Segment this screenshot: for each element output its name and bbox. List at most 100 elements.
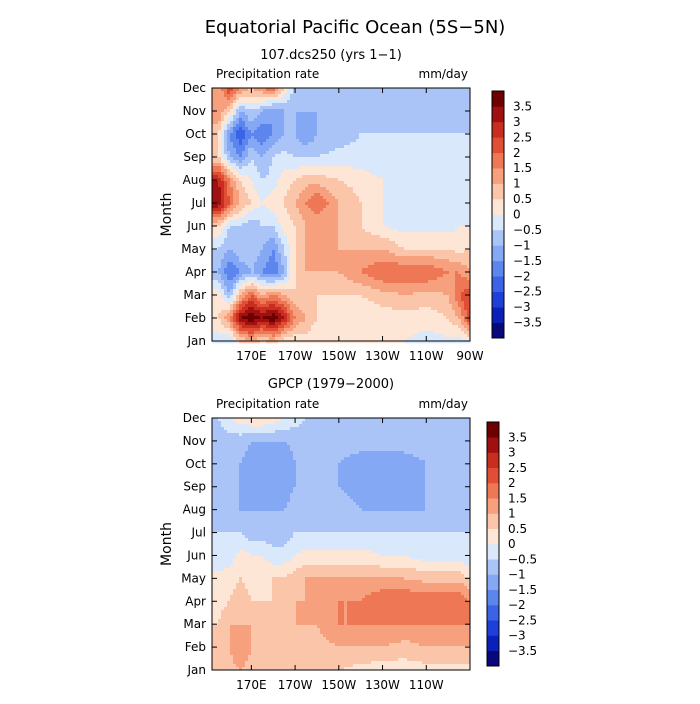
heatmap-cell	[302, 118, 306, 122]
heatmap-cell	[239, 130, 243, 134]
heatmap-cell	[365, 187, 369, 191]
heatmap-cell	[395, 244, 399, 248]
heatmap-cell	[398, 148, 402, 152]
heatmap-cell	[332, 130, 336, 134]
heatmap-cell	[425, 208, 429, 212]
heatmap-cell	[308, 175, 312, 179]
heatmap-cell	[392, 205, 396, 209]
heatmap-cell	[275, 124, 279, 128]
heatmap-cell	[437, 205, 441, 209]
heatmap-cell	[278, 106, 282, 110]
heatmap-cell	[305, 133, 309, 137]
heatmap-cell	[320, 226, 324, 230]
heatmap-cell	[356, 169, 360, 173]
heatmap-cell	[398, 235, 402, 239]
heatmap-cell	[368, 229, 372, 233]
heatmap-cell	[284, 106, 288, 110]
heatmap-cell	[212, 259, 216, 263]
heatmap-cell	[407, 217, 411, 221]
heatmap-cell	[266, 196, 270, 200]
heatmap-cell	[257, 139, 261, 143]
heatmap-cell	[428, 193, 432, 197]
heatmap-cell	[461, 223, 465, 227]
heatmap-cell	[371, 256, 375, 260]
heatmap-cell	[326, 175, 330, 179]
heatmap-cell	[269, 172, 273, 176]
heatmap-cell	[359, 241, 363, 245]
heatmap-cell	[275, 187, 279, 191]
heatmap-cell	[335, 154, 339, 158]
heatmap-cell	[302, 160, 306, 164]
heatmap-cell	[437, 211, 441, 215]
heatmap-cell	[230, 109, 234, 113]
heatmap-cell	[302, 181, 306, 185]
heatmap-cell	[323, 235, 327, 239]
heatmap-cell	[464, 130, 468, 134]
heatmap-cell	[425, 184, 429, 188]
heatmap-cell	[380, 187, 384, 191]
heatmap-cell	[374, 151, 378, 155]
heatmap-cell	[233, 211, 237, 215]
heatmap-cell	[329, 178, 333, 182]
heatmap-cell	[287, 172, 291, 176]
heatmap-cell	[263, 160, 267, 164]
heatmap-cell	[401, 211, 405, 215]
heatmap-cell	[215, 262, 219, 266]
heatmap-cell	[380, 259, 384, 263]
heatmap-cell	[425, 181, 429, 185]
heatmap-cell	[449, 244, 453, 248]
heatmap-cell	[224, 172, 228, 176]
heatmap-cell	[455, 148, 459, 152]
heatmap-cell	[383, 205, 387, 209]
heatmap-cell	[257, 94, 261, 98]
heatmap-cell	[269, 136, 273, 140]
heatmap-cell	[371, 124, 375, 128]
heatmap-cell	[383, 193, 387, 197]
heatmap-cell	[347, 103, 351, 107]
heatmap-cell	[338, 223, 342, 227]
heatmap-cell	[371, 223, 375, 227]
heatmap-cell	[362, 181, 366, 185]
heatmap-cell	[284, 112, 288, 116]
heatmap-cell	[443, 88, 447, 92]
heatmap-cell	[458, 106, 462, 110]
heatmap-cell	[266, 250, 270, 254]
heatmap-cell	[272, 250, 276, 254]
heatmap-cell	[395, 235, 399, 239]
heatmap-cell	[434, 151, 438, 155]
heatmap-cell	[224, 223, 228, 227]
heatmap-cell	[230, 169, 234, 173]
heatmap-cell	[416, 157, 420, 161]
heatmap-cell	[434, 238, 438, 242]
heatmap-cell	[248, 112, 252, 116]
heatmap-cell	[416, 205, 420, 209]
heatmap-cell	[281, 205, 285, 209]
heatmap-cell	[305, 118, 309, 122]
heatmap-cell	[242, 157, 246, 161]
heatmap-cell	[422, 220, 426, 224]
heatmap-cell	[317, 256, 321, 260]
heatmap-cell	[380, 211, 384, 215]
heatmap-cell	[224, 181, 228, 185]
heatmap-cell	[323, 244, 327, 248]
heatmap-cell	[356, 244, 360, 248]
heatmap-cell	[272, 220, 276, 224]
heatmap-cell	[446, 145, 450, 149]
heatmap-cell	[311, 91, 315, 95]
heatmap-cell	[422, 145, 426, 149]
heatmap-cell	[422, 232, 426, 236]
heatmap-cell	[458, 199, 462, 203]
heatmap-cell	[257, 100, 261, 104]
heatmap-cell	[281, 187, 285, 191]
heatmap-cell	[320, 139, 324, 143]
heatmap-cell	[245, 103, 249, 107]
heatmap-cell	[428, 157, 432, 161]
heatmap-cell	[374, 148, 378, 152]
heatmap-cell	[440, 241, 444, 245]
heatmap-cell	[245, 238, 249, 242]
heatmap-cell	[215, 202, 219, 206]
heatmap-cell	[440, 118, 444, 122]
heatmap-cell	[410, 241, 414, 245]
heatmap-cell	[212, 190, 216, 194]
heatmap-cell	[287, 214, 291, 218]
